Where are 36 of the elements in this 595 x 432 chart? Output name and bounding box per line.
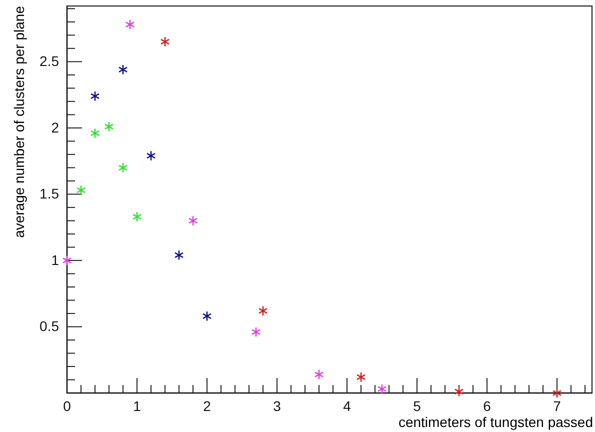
point (552, 388, 562, 398)
point (118, 64, 128, 75)
point (454, 386, 464, 397)
x-tick-label: 7 (553, 398, 562, 414)
x-tick-label: 3 (273, 398, 282, 414)
point (90, 90, 100, 102)
point (76, 184, 86, 196)
point (314, 369, 324, 380)
x-tick-label: 5 (413, 398, 422, 414)
x-tick-label: 4 (343, 398, 352, 414)
point (160, 36, 170, 48)
point (125, 19, 135, 30)
point (356, 372, 366, 382)
point (174, 250, 184, 260)
point (104, 121, 114, 132)
point (132, 211, 142, 222)
point (62, 255, 72, 266)
y-tick-label: 1.5 (40, 186, 60, 202)
x-tick-label: 1 (133, 398, 142, 414)
y-tick-label: 2.5 (40, 53, 60, 70)
x-axis-title: centimeters of tungsten passed (398, 414, 593, 430)
point (377, 384, 387, 394)
point (90, 128, 100, 139)
point (146, 150, 156, 162)
x-tick-label: 6 (483, 398, 492, 414)
point (118, 162, 128, 173)
y-axis-title: average number of clusters per plane (11, 6, 27, 238)
point (202, 310, 212, 322)
point (251, 326, 261, 338)
point (258, 306, 268, 316)
y-tick-label: 1 (51, 252, 60, 268)
point (188, 215, 198, 226)
x-tick-label: 0 (63, 398, 72, 414)
y-tick-label: 0.5 (40, 318, 60, 334)
x-tick-label: 2 (203, 398, 212, 414)
y-tick-label: 2 (51, 119, 60, 136)
